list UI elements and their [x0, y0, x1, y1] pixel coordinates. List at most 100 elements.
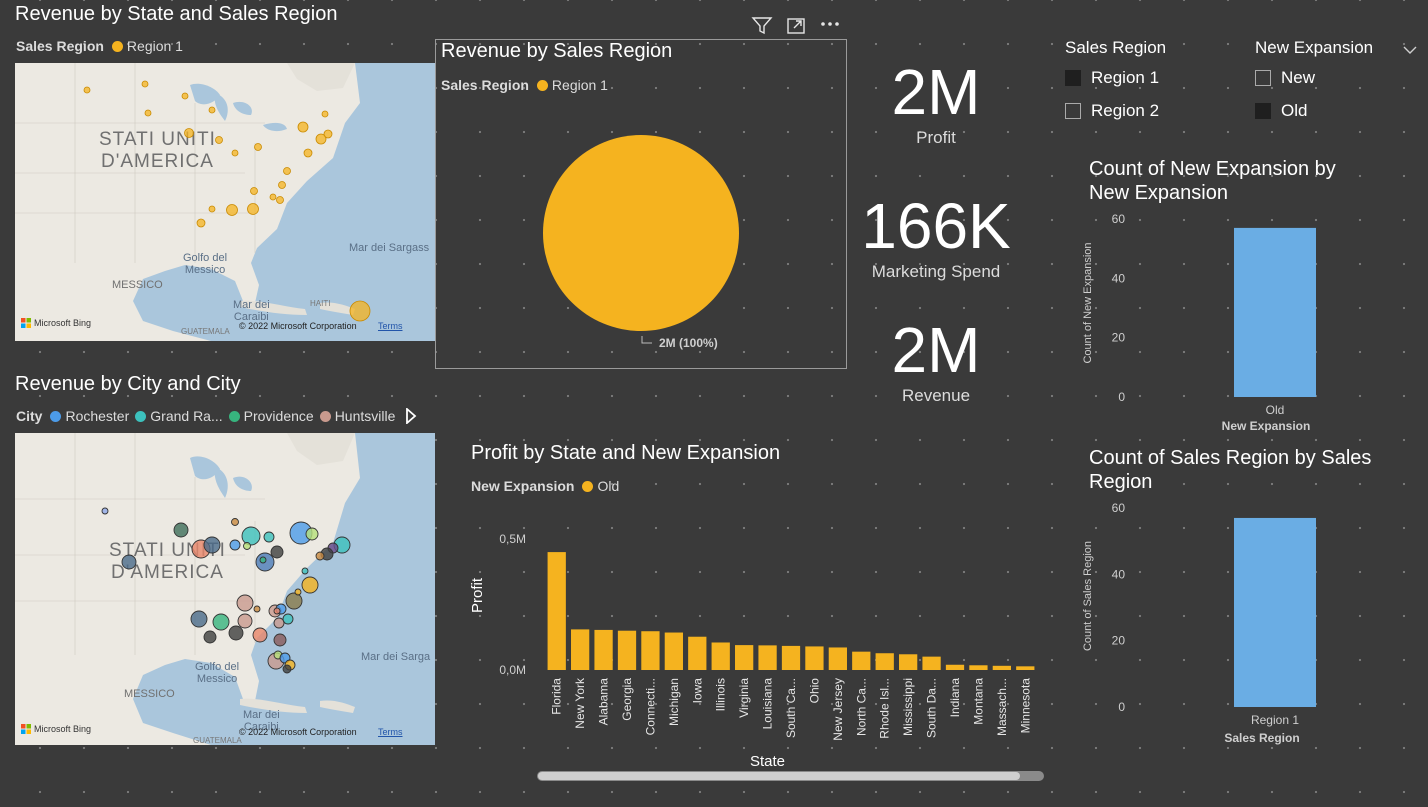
sales-region-slicer[interactable]: Sales Region Region 1 Region 2	[1065, 38, 1235, 128]
sargasso-label: Mar dei Sargass	[349, 242, 430, 254]
sales-region-bar-visual[interactable]: Count of Sales Region by Sales Region 60 4…	[1080, 444, 1410, 749]
x-tick-label: South Ca...	[784, 678, 798, 738]
pie-slice	[543, 135, 739, 331]
legend-dot	[582, 480, 594, 492]
filter-icon[interactable]	[751, 16, 773, 36]
y-tick-label: 60	[1112, 212, 1126, 226]
map-bubble	[250, 187, 258, 195]
map-bubble	[181, 92, 189, 100]
card-value: 2M	[891, 56, 981, 128]
sargasso-label: Mar dei Sarga	[361, 651, 431, 663]
bar	[1234, 517, 1316, 707]
checkbox[interactable]	[1255, 70, 1271, 86]
y-tick-label: 20	[1112, 331, 1126, 345]
slicer-item-new[interactable]: New	[1255, 68, 1315, 88]
bar-chart: 60 40 20 0 Region 1	[1112, 501, 1316, 727]
checkbox[interactable]	[1065, 70, 1081, 86]
visual-title: Count of Sales Region by Sales Region	[1089, 447, 1372, 493]
legend-dot	[228, 410, 240, 422]
legend-item[interactable]: Grand Ra...	[135, 408, 223, 424]
profit-bar-visual[interactable]: Profit by State and New Expansion New Ex…	[460, 438, 1060, 783]
x-tick-label: Illinois	[714, 678, 728, 711]
map-bubble	[294, 588, 302, 596]
map-copyright: © 2022 Microsoft Corporation	[239, 321, 357, 331]
new-expansion-bar-visual[interactable]: Count of New Expansion by New Expansion 6…	[1080, 155, 1410, 440]
map-canvas[interactable]: STATI UNITI D'AMERICA Golfo del Messico Ma…	[15, 433, 435, 745]
map-bubble	[237, 613, 253, 629]
card-label: Revenue	[901, 386, 971, 405]
map-bubble	[236, 594, 254, 612]
map-bubble	[285, 592, 303, 610]
bar	[641, 631, 660, 670]
x-tick-label: Rhode Isl...	[878, 678, 892, 739]
legend-title: Sales Region	[441, 77, 529, 93]
y-tick-label: 0	[1118, 700, 1125, 714]
map-bubble	[229, 539, 241, 551]
horizontal-scrollbar[interactable]	[537, 771, 1044, 781]
gulf-label: Golfo del Messico	[183, 252, 228, 276]
profit-card[interactable]: 2M Profit	[850, 56, 1022, 148]
bar	[828, 647, 847, 670]
focus-mode-icon[interactable]	[786, 16, 808, 36]
visual-title: Count of New Expansion by New Expansion	[1089, 158, 1336, 204]
x-axis-title: State	[750, 753, 786, 770]
legend-item[interactable]: Rochester	[50, 408, 129, 424]
checkbox[interactable]	[1065, 103, 1081, 119]
mexico-label: MESSICO	[124, 688, 175, 700]
card-label: Marketing Spend	[871, 262, 1001, 281]
x-axis-title: New Expansion	[1221, 419, 1311, 433]
legend-item[interactable]: Region 1	[111, 38, 183, 54]
chevron-down-icon[interactable]	[1403, 45, 1417, 55]
map-bubble	[273, 633, 287, 647]
x-tick-label: Georgia	[620, 678, 634, 721]
map-state-visual[interactable]: Revenue by State and Sales Region Sales …	[0, 0, 436, 342]
checkbox[interactable]	[1255, 103, 1271, 119]
pie-visual[interactable]: Revenue by Sales Region Sales Region Reg…	[435, 39, 847, 369]
map-bubble	[349, 300, 371, 322]
legend-label: Old	[597, 478, 620, 494]
map-bubble	[269, 193, 277, 201]
map-bubble	[208, 205, 216, 213]
terms-link[interactable]: Terms	[378, 727, 403, 737]
y-tick-label: 60	[1112, 501, 1126, 515]
legend-item[interactable]: Huntsville	[319, 408, 395, 424]
legend-next-arrow-icon[interactable]	[405, 408, 417, 424]
slicer-item-old[interactable]: Old	[1255, 101, 1307, 121]
slicer-item-region-1[interactable]: Region 1	[1065, 68, 1159, 88]
new-expansion-slicer[interactable]: New Expansion New Old	[1255, 38, 1420, 128]
map-city-visual[interactable]: Revenue by City and City City Rochester …	[0, 368, 436, 748]
legend-item[interactable]: Region 1	[536, 77, 608, 93]
slicer-item-region-2[interactable]: Region 2	[1065, 101, 1159, 121]
mexico-label: MESSICO	[112, 279, 163, 291]
map-bubble	[323, 129, 333, 139]
revenue-card[interactable]: 2M Revenue	[850, 314, 1022, 406]
x-tick-label: North Ca...	[854, 678, 868, 736]
map-canvas[interactable]: STATI UNITI D'AMERICA Golfo del Messico Ma…	[15, 63, 435, 341]
more-options-icon[interactable]	[820, 14, 842, 34]
x-tick-label: Indiana	[948, 678, 962, 718]
marketing-spend-card[interactable]: 166K Marketing Spend	[850, 190, 1022, 282]
terms-link[interactable]: Terms	[378, 321, 403, 331]
y-axis-title: Count of New Expansion	[1082, 242, 1094, 364]
map-bubble	[231, 518, 239, 526]
map-bubble	[315, 133, 327, 145]
legend-item[interactable]: Old	[582, 478, 619, 494]
slicer-item-label: Old	[1281, 101, 1308, 120]
legend-title: Sales Region	[16, 38, 104, 54]
map-bubble	[228, 625, 244, 641]
bar-chart: 0,5M 0,0M Florida New York Alabama Georgia Con…	[499, 532, 1035, 741]
bar	[547, 552, 566, 670]
y-tick-label: 20	[1112, 634, 1126, 648]
legend-dot	[50, 410, 62, 422]
microsoft-logo-icon	[21, 724, 31, 734]
scrollbar-thumb[interactable]	[538, 772, 1020, 780]
pie-chart	[543, 135, 739, 344]
map-bubble	[301, 567, 309, 575]
legend-item[interactable]: Providence	[228, 408, 314, 424]
map-bubble	[212, 613, 230, 631]
x-tick-label: South Da...	[925, 678, 939, 738]
map-bubble	[173, 522, 189, 538]
y-axis-title: Profit	[469, 577, 486, 613]
map-bubble	[121, 554, 137, 570]
map-bubble	[301, 576, 319, 594]
